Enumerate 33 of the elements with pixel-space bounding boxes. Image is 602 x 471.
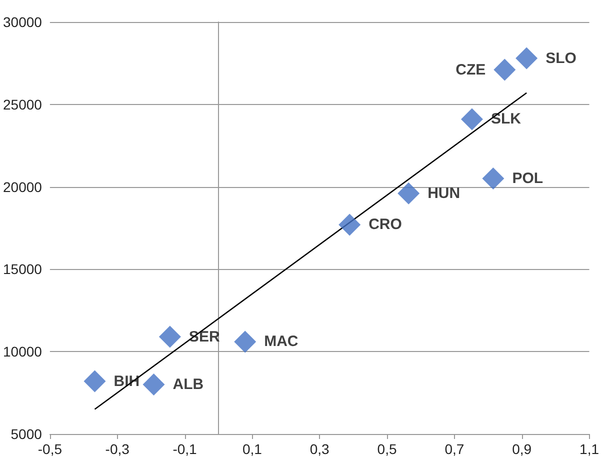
data-label: SLO — [546, 50, 577, 67]
x-tick-label: 0,3 — [310, 441, 330, 457]
data-label: CZE — [456, 61, 486, 78]
x-tick-label: 1,1 — [580, 441, 600, 457]
x-tick-label: 0,9 — [512, 441, 532, 457]
point — [460, 108, 483, 130]
x-tick-label: 0,1 — [242, 441, 262, 457]
data-label: MAC — [264, 333, 298, 350]
y-tick-label: 25000 — [2, 96, 42, 112]
x-tick-label: -0,5 — [38, 441, 62, 457]
y-tick-label: 10000 — [2, 344, 42, 360]
x-tick-label: 0,7 — [444, 441, 464, 457]
data-label: ALB — [172, 376, 204, 394]
y-tick-label: 15000 — [2, 261, 42, 278]
x-tick-label: -0,3 — [105, 441, 130, 457]
point — [494, 58, 516, 81]
point — [398, 182, 420, 204]
point — [516, 47, 538, 70]
data-label: HUN — [428, 184, 460, 202]
point — [338, 214, 361, 236]
point — [482, 168, 504, 190]
point — [142, 374, 165, 396]
point — [158, 326, 181, 348]
y-tick-label: 5000 — [10, 426, 42, 442]
point — [234, 330, 256, 353]
y-tick-label: 20000 — [2, 178, 42, 195]
data-label: SLK — [490, 110, 522, 128]
y-tick-label: 30000 — [2, 14, 42, 30]
data-label: POL — [512, 170, 544, 188]
x-tick-label: -0,1 — [172, 441, 198, 457]
data-label: CRO — [368, 216, 402, 234]
point — [84, 370, 106, 392]
x-tick-label: 0,5 — [377, 441, 397, 457]
